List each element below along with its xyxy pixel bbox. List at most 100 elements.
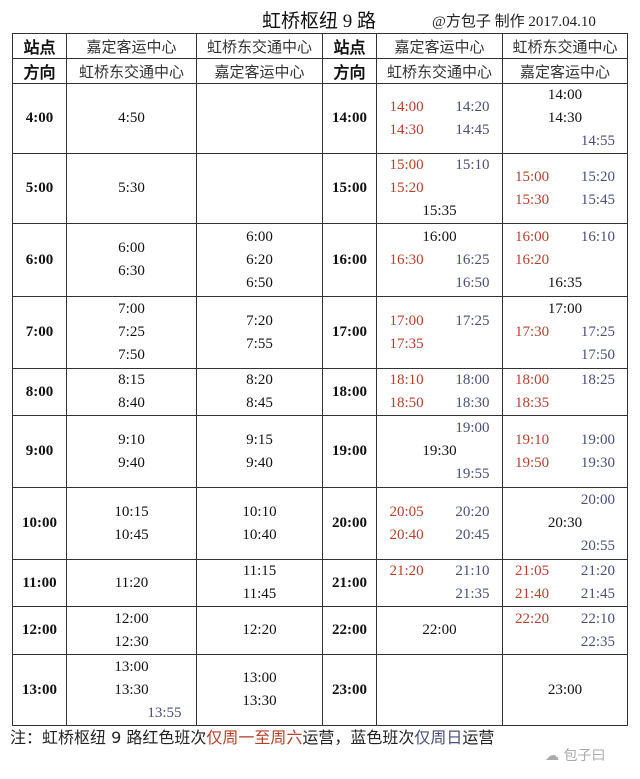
hour-label: 15:00 [322,153,377,224]
departure-time: 19:30 [422,443,457,459]
time-line: 15:00 15:10 [377,154,502,177]
departure-time-sunday: 17:25 [455,312,490,329]
times-cell: 13:00 13:30 [196,654,323,726]
times-cell: 6:00 6:30 [66,223,197,297]
note-blue: 仅周日 [414,728,463,747]
times-cell: 10:15 10:45 [66,487,197,560]
time-line: 8:15 [67,369,196,392]
time-line: 19:55 [377,463,502,486]
departure-time-weekday: 15:20 [389,180,424,196]
departure-time: 10:40 [242,526,277,543]
time-line: 20:00 [503,489,627,512]
departure-time-weekday: 19:10 [515,431,550,448]
credit-line: @方包子 制作 2017.04.10 [432,14,596,30]
departure-time-weekday: 16:30 [389,251,424,268]
times-cell: 11:15 11:45 [196,559,323,607]
departure-time: 13:30 [242,693,277,709]
departure-time: 12:30 [114,633,149,650]
time-line: 22:35 [503,631,627,654]
departure-time: 6:50 [246,274,273,291]
departure-time: 7:50 [118,347,145,363]
departure-time-sunday: 19:00 [455,420,490,436]
hour-label: 20:00 [322,487,377,560]
time-line: 19:00 [377,417,502,440]
hour-label: 9:00 [12,415,67,488]
departure-time-sunday: 18:30 [455,395,490,411]
departure-time: 8:45 [246,395,273,411]
time-line: 10:45 [67,524,196,547]
hour-label: 23:00 [322,654,377,726]
page-title: 虹桥枢纽 9 路 [262,11,377,32]
departure-time-sunday: 17:50 [580,347,615,363]
hour-label: 16:00 [322,223,377,297]
departure-time-sunday: 21:10 [455,563,490,579]
departure-time-sunday: 20:55 [580,538,615,554]
departure-time-sunday: 20:20 [455,503,490,520]
hour-row: 11:00 11:20 11:15 11:45 21:00 21:20 21:10 21:35… [12,559,628,607]
time-line: 12:20 [197,619,322,642]
departure-time: 13:30 [114,681,149,698]
times-cell: 9:10 9:40 [66,415,197,488]
time-line: 16:20 [503,249,627,272]
departure-time: 7:55 [246,335,273,352]
departure-time: 9:40 [246,454,273,471]
time-line: 18:50 18:30 [377,392,502,415]
time-line: 15:00 15:20 [503,166,627,189]
time-line: 14:30 [503,107,627,130]
departure-time-weekday: 22:20 [515,610,550,627]
hour-label: 19:00 [322,415,377,488]
time-line: 12:30 [67,631,196,654]
departure-time-weekday: 20:05 [389,503,424,520]
hour-row: 9:00 9:10 9:40 9:15 9:40 19:00 19:00 19:30 19:55… [12,415,628,488]
time-line: 8:40 [67,392,196,415]
time-line: 20:40 20:45 [377,524,502,547]
times-cell: 8:15 8:40 [66,368,197,416]
departure-time-sunday: 14:45 [455,121,490,138]
time-line: 17:00 17:25 [377,310,502,333]
times-cell: 14:00 14:30 14:55 [502,83,628,154]
time-line: 14:55 [503,130,627,153]
hour-label: 7:00 [12,296,67,369]
note-text: 运营，蓝色班次 [302,728,415,747]
times-cell: 16:00 16:30 16:25 16:50 [376,223,503,297]
departure-time: 14:00 [547,87,583,103]
hour-label: 18:00 [322,368,377,416]
times-cell: 20:05 20:20 20:40 20:45 [376,487,503,560]
time-line: 20:05 20:20 [377,501,502,524]
hour-row: 8:00 8:15 8:40 8:20 8:45 18:00 18:10 18:00 18:50… [12,368,628,416]
time-line: 16:50 [377,272,502,295]
time-line: 13:30 [197,690,322,713]
departure-time-weekday: 14:00 [389,98,424,115]
time-line: 16:30 16:25 [377,249,502,272]
departure-time-weekday: 16:00 [515,228,550,245]
hour-row: 5:00 5:30 15:00 15:00 15:10 15:20 15:35 15:00 15… [12,153,628,224]
watermark: ☁ 包子曰 [545,748,606,764]
times-cell: 17:00 17:30 17:25 17:50 [502,296,628,369]
timetable: 站点 嘉定客运中心 虹桥东交通中心 站点 嘉定客运中心 虹桥东交通中心 方向 虹… [12,33,628,726]
departure-time: 8:20 [246,372,273,388]
time-line: 5:30 [67,177,196,200]
hour-label: 13:00 [12,654,67,726]
times-cell: 12:20 [196,606,323,655]
departure-time-sunday: 15:45 [580,191,615,208]
times-cell: 21:05 21:20 21:40 21:45 [502,559,628,607]
times-cell: 18:10 18:00 18:50 18:30 [376,368,503,416]
times-cell: 10:10 10:40 [196,487,323,560]
times-cell: 14:00 14:20 14:30 14:45 [376,83,503,154]
departure-time-sunday: 16:10 [580,228,615,245]
col2-station: 虹桥东交通中心 [502,33,628,59]
col2-direction: 嘉定客运中心 [502,58,628,84]
time-line: 16:00 16:10 [503,226,627,249]
departure-time: 11:45 [242,586,277,602]
departure-time: 6:00 [118,240,145,256]
times-cell [376,654,503,726]
hour-row: 6:00 6:00 6:30 6:00 6:20 6:50 16:00 16:00 16:30 1… [12,223,628,297]
hour-label: 21:00 [322,559,377,607]
time-line: 22:00 [377,619,502,642]
col1-direction: 虹桥东交通中心 [66,58,197,84]
time-line: 9:40 [67,452,196,475]
times-cell: 21:20 21:10 21:35 [376,559,503,607]
time-line: 9:10 [67,429,196,452]
note-red: 仅周一至周六 [206,728,303,747]
time-line: 19:30 [377,440,502,463]
